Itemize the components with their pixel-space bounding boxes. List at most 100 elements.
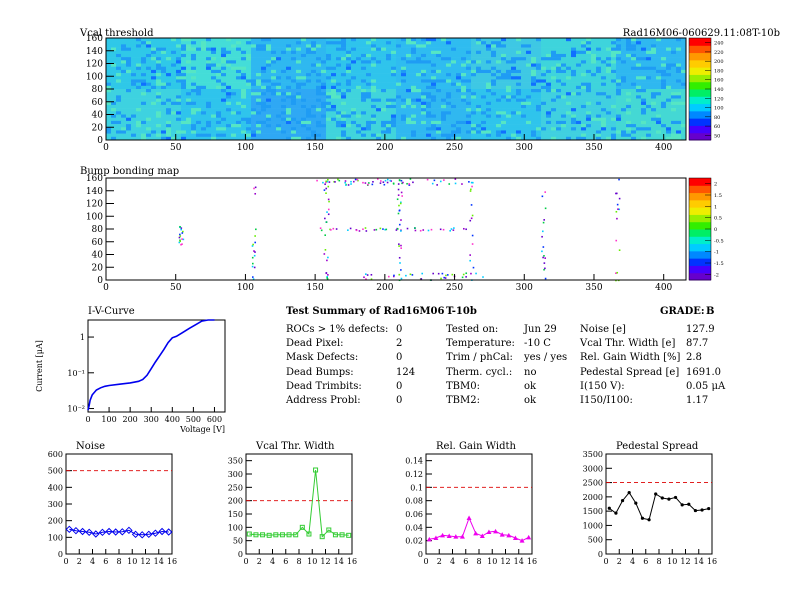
- map-cell: [451, 79, 457, 83]
- map-cell: [631, 73, 637, 77]
- bump-dot: [325, 187, 328, 190]
- bump-dot: [469, 190, 472, 192]
- map-cell: [666, 108, 672, 112]
- map-cell: [171, 117, 177, 122]
- map-cell: [506, 76, 512, 80]
- map-cell: [676, 73, 682, 77]
- palette-swatch: [689, 96, 711, 105]
- map-cell: [556, 60, 562, 64]
- map-cell: [631, 120, 637, 125]
- map-cell: [586, 73, 592, 77]
- map-cell: [351, 57, 357, 61]
- bump-dot: [615, 272, 617, 275]
- map-cell: [146, 104, 152, 109]
- map-cell: [631, 38, 637, 42]
- map-cell: [646, 98, 652, 103]
- map-cell: [621, 98, 627, 103]
- map-cell: [416, 60, 422, 64]
- map-cell: [566, 111, 572, 115]
- map-cell: [536, 50, 542, 55]
- map-cell: [616, 111, 622, 115]
- map-cell: [526, 101, 532, 106]
- map-cell: [436, 130, 442, 134]
- map-cell: [401, 114, 407, 118]
- map-cell: [596, 44, 602, 48]
- map-cell: [626, 50, 632, 55]
- map-cell: [126, 60, 132, 64]
- map-cell: [451, 130, 457, 134]
- map-cell: [351, 130, 357, 134]
- map-cell: [676, 44, 682, 48]
- map-cell: [456, 76, 462, 80]
- map-cell: [236, 73, 242, 77]
- map-cell: [291, 79, 297, 83]
- x-tick-label: 200: [376, 143, 393, 153]
- map-cell: [186, 124, 192, 128]
- map-cell: [251, 95, 257, 99]
- map-cell: [106, 53, 112, 58]
- bump-dot: [472, 266, 475, 269]
- map-cell: [526, 98, 532, 103]
- map-cell: [186, 130, 192, 134]
- map-cell: [501, 111, 507, 115]
- map-cell: [196, 114, 202, 118]
- palette-swatch: [689, 45, 711, 54]
- map-cell: [546, 60, 552, 64]
- map-cell: [196, 98, 202, 103]
- map-cell: [441, 104, 447, 109]
- data-point: [654, 492, 658, 496]
- map-cell: [306, 44, 312, 48]
- map-cell: [571, 85, 577, 90]
- map-cell: [106, 63, 112, 67]
- map-cell: [671, 63, 677, 67]
- map-cell: [216, 104, 222, 109]
- map-cell: [201, 50, 207, 55]
- map-cell: [221, 130, 227, 134]
- map-cell: [106, 108, 112, 112]
- map-cell: [531, 60, 537, 64]
- map-cell: [326, 47, 332, 52]
- map-cell: [196, 76, 202, 80]
- map-cell: [636, 111, 642, 115]
- map-cell: [196, 127, 202, 131]
- map-cell: [291, 69, 297, 74]
- map-cell: [341, 120, 347, 125]
- map-cell: [361, 79, 367, 83]
- map-cell: [621, 95, 627, 99]
- map-cell: [656, 111, 662, 115]
- summary-value: 124: [396, 366, 416, 378]
- map-cell: [186, 114, 192, 118]
- map-cell: [661, 53, 667, 58]
- map-cell: [156, 114, 162, 118]
- map-cell: [631, 63, 637, 67]
- map-cell: [406, 41, 412, 45]
- map-cell: [186, 104, 192, 109]
- map-cell: [536, 85, 542, 90]
- map-cell: [396, 117, 402, 122]
- map-cell: [276, 69, 282, 74]
- map-cell: [501, 66, 507, 71]
- map-cell: [136, 79, 142, 83]
- map-cell: [276, 47, 282, 52]
- map-cell: [561, 89, 567, 93]
- map-cell: [371, 117, 377, 122]
- map-cell: [346, 114, 352, 118]
- map-cell: [126, 95, 132, 99]
- map-cell: [341, 38, 347, 42]
- map-cell: [236, 127, 242, 131]
- bump-dot: [325, 192, 327, 194]
- map-cell: [471, 66, 477, 71]
- map-cell: [511, 124, 517, 128]
- bump-dot: [323, 189, 326, 191]
- map-cell: [516, 89, 522, 93]
- map-cell: [231, 60, 237, 64]
- map-cell: [366, 50, 372, 55]
- map-cell: [241, 130, 247, 134]
- map-cell: [151, 50, 157, 55]
- map-cell: [401, 53, 407, 58]
- map-cell: [656, 108, 662, 112]
- data-point: [72, 526, 80, 535]
- map-cell: [336, 47, 342, 52]
- map-cell: [571, 44, 577, 48]
- map-cell: [511, 60, 517, 64]
